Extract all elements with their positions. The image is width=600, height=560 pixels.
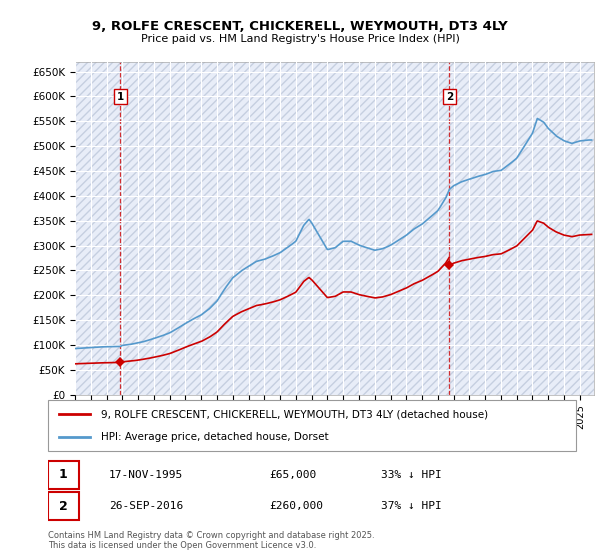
Text: £65,000: £65,000 [270, 470, 317, 480]
Text: £260,000: £260,000 [270, 501, 324, 511]
Text: 17-NOV-1995: 17-NOV-1995 [109, 470, 183, 480]
FancyBboxPatch shape [48, 461, 79, 489]
Text: 9, ROLFE CRESCENT, CHICKERELL, WEYMOUTH, DT3 4LY (detached house): 9, ROLFE CRESCENT, CHICKERELL, WEYMOUTH,… [101, 409, 488, 419]
Text: 1: 1 [117, 92, 124, 101]
Text: Contains HM Land Registry data © Crown copyright and database right 2025.
This d: Contains HM Land Registry data © Crown c… [48, 531, 374, 550]
Text: 2: 2 [446, 92, 453, 101]
Text: 2: 2 [59, 500, 68, 513]
FancyBboxPatch shape [48, 492, 79, 520]
Text: 1: 1 [59, 468, 68, 482]
Text: HPI: Average price, detached house, Dorset: HPI: Average price, detached house, Dors… [101, 432, 328, 442]
Text: Price paid vs. HM Land Registry's House Price Index (HPI): Price paid vs. HM Land Registry's House … [140, 34, 460, 44]
Text: 9, ROLFE CRESCENT, CHICKERELL, WEYMOUTH, DT3 4LY: 9, ROLFE CRESCENT, CHICKERELL, WEYMOUTH,… [92, 20, 508, 32]
FancyBboxPatch shape [48, 400, 576, 451]
Text: 26-SEP-2016: 26-SEP-2016 [109, 501, 183, 511]
Text: 33% ↓ HPI: 33% ↓ HPI [380, 470, 442, 480]
Text: 37% ↓ HPI: 37% ↓ HPI [380, 501, 442, 511]
